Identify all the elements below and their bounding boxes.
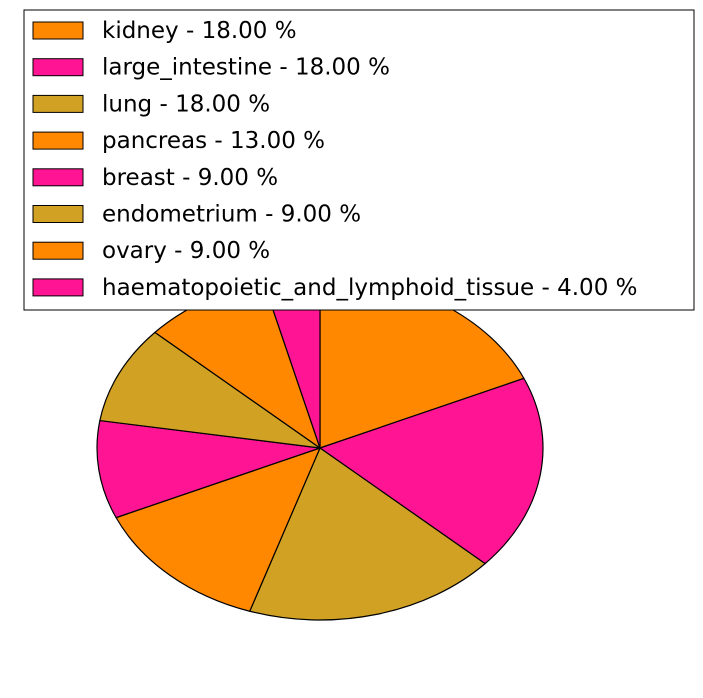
pie-slice-breast — [96, 419, 321, 519]
pie-slice-endometrium — [99, 331, 321, 449]
legend-swatch-large-intestine — [32, 58, 84, 77]
legend-swatch-breast — [32, 168, 84, 187]
legend-label-pancreas: pancreas - 13.00 % — [102, 128, 325, 154]
pie-slice-pancreas — [115, 447, 321, 612]
pie-slices — [96, 275, 544, 621]
legend-label-breast: breast - 9.00 % — [102, 165, 278, 191]
legend-swatch-haematopoietic-and-lymphoid-tissue — [32, 278, 84, 297]
legend: kidney - 18.00 % large_intestine - 18.00 … — [23, 9, 695, 311]
pie-slice-large-intestine — [319, 377, 544, 565]
legend-label-ovary: ovary - 9.00 % — [102, 238, 270, 264]
legend-swatch-endometrium — [32, 205, 84, 223]
pie-slice-lung — [249, 447, 486, 621]
legend-label-endometrium: endometrium - 9.00 % — [102, 202, 361, 228]
legend-swatch-ovary — [32, 241, 84, 260]
legend-swatch-lung — [32, 94, 84, 113]
legend-frame — [23, 9, 695, 311]
legend-swatch-kidney — [32, 21, 84, 40]
legend-swatch-pancreas — [32, 131, 84, 150]
legend-label-large-intestine: large_intestine - 18.00 % — [102, 55, 390, 81]
legend-label-kidney: kidney - 18.00 % — [102, 18, 297, 44]
legend-label-lung: lung - 18.00 % — [102, 91, 270, 117]
legend-label-haematopoietic-and-lymphoid-tissue: haematopoietic_and_lymphoid_tissue - 4.0… — [102, 275, 638, 301]
